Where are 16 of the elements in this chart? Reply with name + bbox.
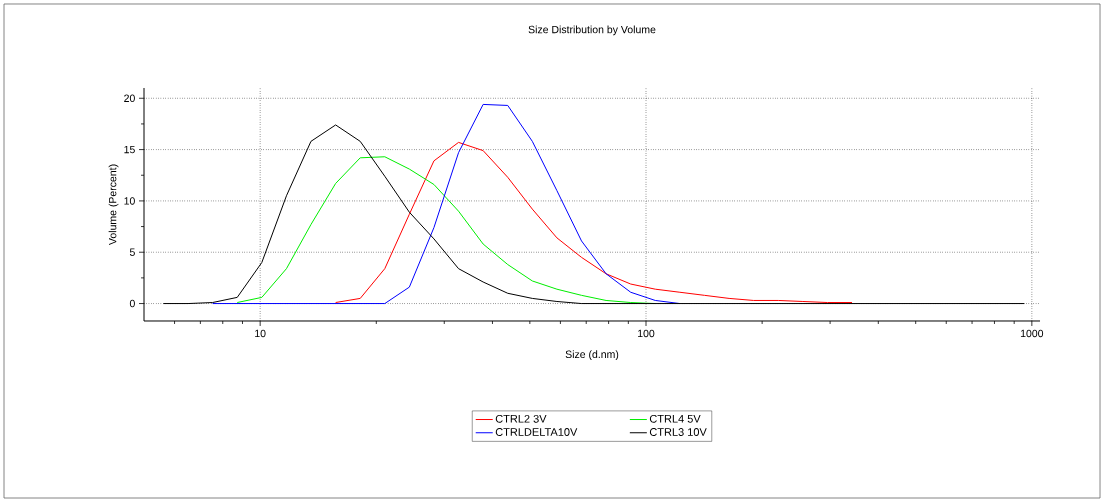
y-tick-label: 20 bbox=[124, 94, 135, 102]
x-tick-label: 1000 bbox=[1020, 329, 1044, 338]
line-series bbox=[335, 141, 853, 304]
y-tick-label: 15 bbox=[124, 145, 135, 154]
x-tick-label: 100 bbox=[638, 329, 655, 338]
legend-label: CTRLDELTA10V bbox=[495, 428, 578, 436]
y-tick-label: 0 bbox=[129, 299, 135, 308]
x-tick-label: 10 bbox=[255, 329, 266, 338]
y-tick-label: 5 bbox=[129, 248, 135, 256]
legend-label: CTRL3 10V bbox=[649, 428, 707, 436]
legend-label: CTRL2 3V bbox=[495, 414, 547, 423]
legend-label: CTRL4 5V bbox=[649, 414, 701, 423]
x-axis-title: Size (d.nm) bbox=[565, 350, 619, 361]
y-tick-label: 10 bbox=[124, 197, 135, 205]
y-axis-title: Volume (Percent) bbox=[108, 164, 119, 246]
chart-title: Size Distribution by Volume bbox=[528, 25, 656, 36]
